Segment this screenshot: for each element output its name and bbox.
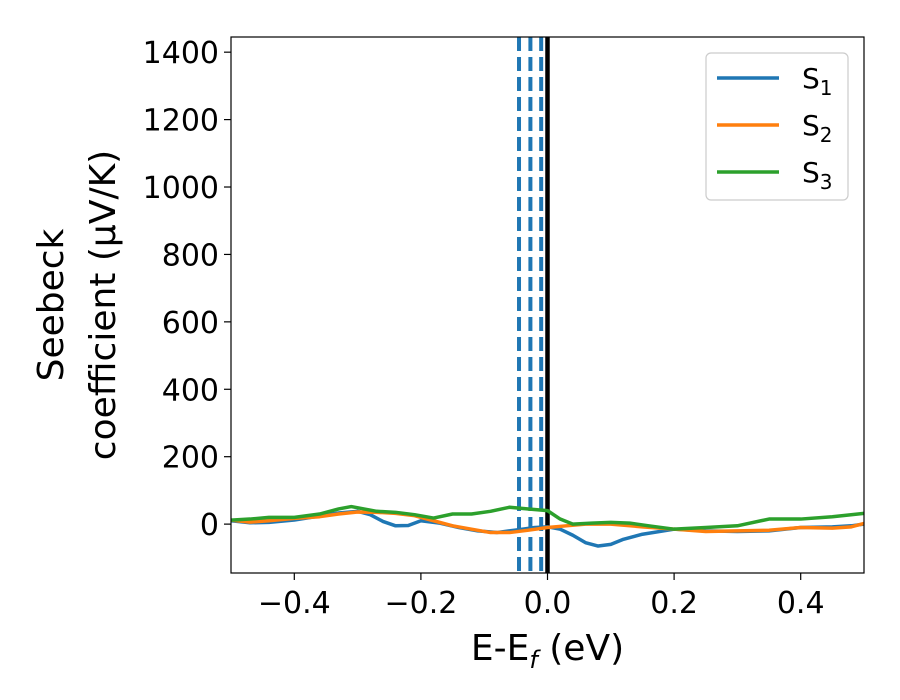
legend-label-s1: S1 [802,62,833,100]
y-tick-label: 200 [162,441,219,476]
series-line-s2 [231,510,864,535]
axis-ticks: −0.4 −0.2 0.0 0.2 0.4 0 200 400 600 800 1000 1200 14… [143,36,865,621]
x-axis-label-unit: (eV) [538,628,624,669]
legend-label-s2: S2 [802,109,833,147]
y-tick-label: 1400 [143,36,219,71]
x-tick-label: 0.2 [650,586,698,621]
y-tick-label: 1000 [143,171,219,206]
legend-label-subscript: 3 [820,170,833,194]
legend-label-s3: S3 [802,156,833,194]
x-tick-label: −0.4 [258,586,331,621]
axis-labels: E-Ef (eV) Seebeck coefficient (μV/K) [31,150,624,674]
legend-label-main: S [802,62,820,95]
legend-label-main: S [802,156,820,189]
legend-label-main: S [802,109,820,142]
legend-label-subscript: 1 [820,76,833,100]
legend-label-subscript: 2 [820,123,833,147]
x-axis-label: E-Ef (eV) [471,628,624,674]
x-axis-label-main: E-E [471,628,529,669]
plot-area [231,37,864,573]
y-tick-label: 400 [162,373,219,408]
y-tick-label: 800 [162,238,219,273]
y-axis-label-line-2: coefficient (μV/K) [83,150,124,460]
y-tick-label: 0 [200,508,219,543]
x-tick-label: 0.0 [524,586,572,621]
y-tick-label: 1200 [143,104,219,139]
x-tick-label: −0.2 [384,586,457,621]
y-axis-label-line-1: Seebeck [31,228,72,381]
y-tick-label: 600 [162,306,219,341]
series-line-s3 [231,504,864,531]
x-tick-label: 0.4 [777,586,825,621]
